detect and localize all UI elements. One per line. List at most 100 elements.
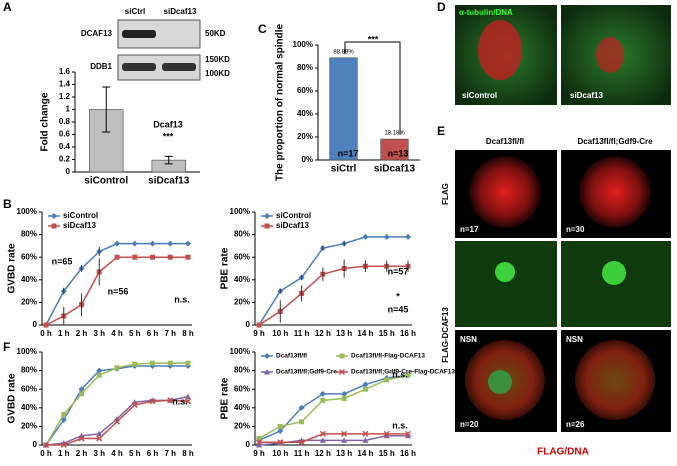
y-tick-label: 80%	[297, 63, 313, 72]
marker	[96, 430, 103, 437]
error-bar	[164, 155, 173, 165]
bar	[329, 57, 358, 161]
marker	[362, 233, 369, 240]
value-label: 88.89%	[333, 49, 354, 55]
y-tick-label: 60%	[21, 252, 37, 261]
marker	[319, 430, 326, 437]
marker	[51, 223, 57, 229]
annotation: ***	[368, 34, 379, 44]
y-axis-title: PBE rate	[220, 247, 231, 289]
y-axis-title: Fold change	[40, 92, 51, 151]
x-tick-label: 16 h	[400, 449, 416, 458]
x-tick-label: 0 h	[40, 449, 52, 458]
x-tick-label: 11 h	[294, 329, 310, 338]
marker	[96, 435, 103, 442]
x-tick-label: 2 h	[76, 329, 88, 338]
marker	[132, 361, 138, 367]
x-tick-label: 14 h	[357, 449, 373, 458]
y-tick-label: 1	[66, 105, 71, 114]
marker	[255, 439, 263, 446]
bracket	[344, 41, 401, 135]
y-tick-label: 0	[33, 320, 38, 329]
row-label: FLAG	[441, 183, 450, 205]
x-tick-label: 5 h	[129, 449, 141, 458]
x-tick-label: siDcaf13	[374, 164, 416, 175]
y-tick-label: 1.6	[59, 67, 71, 76]
annotation: ***	[163, 131, 174, 141]
lane-label: siDcaf13	[164, 7, 197, 16]
bar	[380, 138, 409, 161]
y-tick-label: 20%	[297, 132, 313, 141]
y-tick-label: 0	[246, 440, 251, 449]
marker	[298, 404, 305, 411]
y-tick-label: 100%	[230, 207, 250, 216]
marker	[384, 377, 390, 383]
annotation: n.s.	[392, 369, 408, 379]
marker	[277, 439, 284, 446]
panel-letter: A	[3, 0, 12, 14]
x-tick-label: 9 h	[253, 449, 265, 458]
legend-label: siControl	[276, 211, 311, 220]
x-tick-label: 13 h	[336, 329, 352, 338]
x-tick-label: 11 h	[294, 449, 310, 458]
annotation: n.s.	[174, 294, 190, 304]
row-label: FLAG-DCAF13	[441, 307, 450, 363]
band	[122, 30, 156, 38]
annotation: n.s.	[172, 396, 188, 406]
legend-label: Dcaf13fl/fl;Gdf9-Cre-Flag-DCAF13	[351, 369, 455, 376]
x-tick-label: siCtrl	[331, 164, 357, 175]
annotation: n=57	[388, 266, 409, 276]
x-tick-label: 8 h	[182, 329, 194, 338]
stage-label: NSN	[566, 335, 583, 344]
x-tick-label: 15 h	[379, 329, 395, 338]
marker	[149, 240, 156, 247]
marker	[383, 430, 390, 437]
marker	[185, 393, 191, 400]
marker	[131, 401, 138, 409]
stage-label: NSN	[460, 335, 477, 344]
y-tick-label: 20%	[234, 298, 250, 307]
y-tick-label: 40%	[21, 403, 37, 412]
legend-label: Dcaf13fl/fl;Gdf9-Cre	[276, 369, 337, 376]
flag-stain	[579, 156, 651, 228]
x-tick-label: 12 h	[315, 329, 331, 338]
y-tick-label: 0.2	[59, 155, 71, 164]
y-tick-label: 60%	[234, 252, 250, 261]
value-label: 18.18%	[384, 131, 405, 137]
annotation: n.s.	[392, 420, 408, 430]
series-line	[258, 265, 408, 326]
marker	[96, 372, 102, 378]
error-bar	[102, 86, 111, 133]
y-tick-label: 80%	[234, 230, 250, 239]
x-tick-label: 1 h	[58, 329, 70, 338]
dna-stain	[596, 37, 624, 73]
marker	[383, 233, 390, 240]
marker	[42, 441, 50, 449]
y-axis-title: PBE rate	[220, 377, 231, 419]
legend-label: siDcaf13	[63, 221, 96, 230]
series-line	[45, 365, 188, 446]
y-tick-label: 40%	[21, 275, 37, 284]
x-tick-label: 0 h	[40, 329, 52, 338]
y-tick-label: 80%	[21, 366, 37, 375]
marker	[341, 390, 348, 397]
marker	[264, 369, 270, 375]
marker	[362, 430, 369, 437]
marker	[299, 419, 305, 425]
protein-label: DCAF13	[81, 29, 113, 38]
marker	[256, 435, 262, 441]
protein-label: DDB1	[90, 62, 112, 71]
panel-letter: C	[258, 22, 267, 36]
marker	[185, 254, 191, 260]
legend-label: siDcaf13	[276, 221, 309, 230]
marker	[264, 213, 270, 219]
marker	[43, 322, 49, 328]
column-header: Dcaf13fl/fl;Gdf9-Cre	[577, 137, 653, 146]
marker	[150, 360, 155, 366]
marker	[405, 233, 411, 240]
image-label: siControl	[462, 91, 497, 100]
marker	[319, 437, 326, 443]
y-tick-label: 1.4	[59, 80, 71, 89]
size-label: 150KD	[205, 55, 230, 64]
x-tick-label: siControl	[84, 176, 128, 187]
